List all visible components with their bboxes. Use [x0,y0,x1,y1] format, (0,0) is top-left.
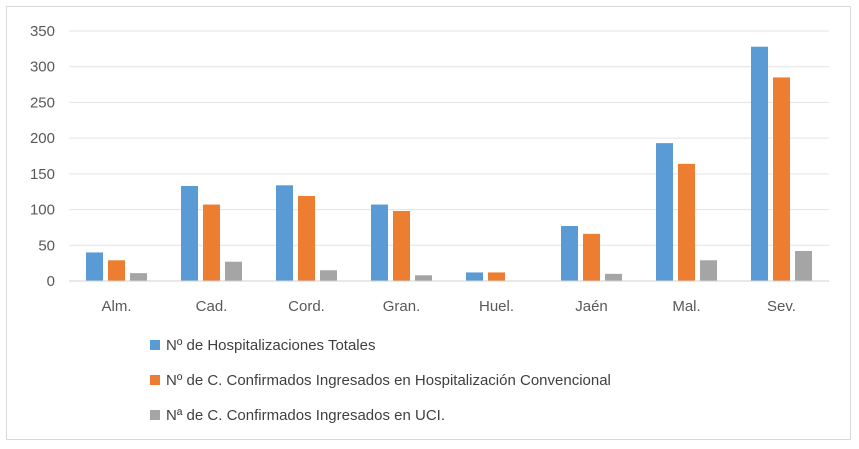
bar-3-cord [320,270,337,281]
bar-2-gran [393,211,410,281]
bar-2-alm [108,260,125,281]
y-tick-label: 50 [38,237,55,254]
bar-1-mal [656,143,673,281]
bar-2-mal [678,163,695,281]
y-tick-label: 300 [30,59,55,76]
y-tick-label: 100 [30,202,55,219]
bar-3-sev [795,251,812,281]
bar-1-sev [751,46,768,281]
x-tick-label: Mal. [672,298,700,315]
bar-3-jan [605,273,622,281]
legend-label-1: Nº de Hospitalizaciones Totales [166,337,375,354]
x-tick-label: Alm. [102,298,132,315]
bar-3-gran [415,275,432,281]
x-tick-label: Sev. [767,298,796,315]
bar-1-alm [86,252,103,281]
y-tick-label: 0 [47,273,55,290]
bar-3-alm [130,273,147,281]
y-tick-label: 150 [30,166,55,183]
legend-label-2: Nº de C. Confirmados Ingresados en Hospi… [166,372,611,389]
bar-3-cad [225,261,242,281]
bar-2-huel [488,272,505,281]
x-axis-ticks: Alm. Cad. Cord. Gran. Huel. Jaén Mal. Sev. [102,298,796,315]
bar-1-cad [181,186,198,281]
x-tick-label: Jaén [575,298,608,315]
x-tick-label: Huel. [479,298,514,315]
bars [86,46,812,281]
x-tick-label: Gran. [383,298,421,315]
bar-1-huel [466,272,483,281]
y-axis-ticks: 0 50 100 150 200 250 300 350 [30,23,55,290]
bar-2-cad [203,204,220,281]
x-tick-label: Cad. [196,298,228,315]
bar-2-sev [773,77,790,281]
legend-swatch-3 [150,410,160,420]
bar-3-mal [700,260,717,281]
y-tick-label: 200 [30,130,55,147]
legend-label-3: Nª de C. Confirmados Ingresados en UCI. [166,407,445,424]
bar-1-jan [561,226,578,281]
x-tick-label: Cord. [288,298,325,315]
legend: Nº de Hospitalizaciones Totales Nº de C. … [150,337,611,424]
y-tick-label: 250 [30,94,55,111]
bar-2-cord [298,196,315,281]
bar-1-cord [276,185,293,281]
bar-1-gran [371,204,388,281]
legend-swatch-1 [150,340,160,350]
y-tick-label: 350 [30,23,55,40]
chart-frame [6,6,851,440]
bar-2-jan [583,233,600,281]
legend-swatch-2 [150,375,160,385]
